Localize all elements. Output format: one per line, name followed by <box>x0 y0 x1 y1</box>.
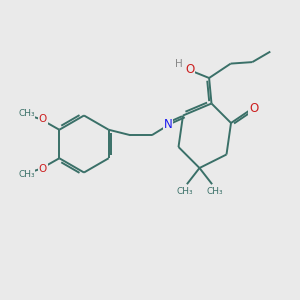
Text: O: O <box>39 114 47 124</box>
Text: H: H <box>175 59 182 69</box>
Text: CH₃: CH₃ <box>206 187 223 196</box>
Text: O: O <box>249 102 258 116</box>
Text: CH₃: CH₃ <box>18 109 34 118</box>
Text: N: N <box>164 118 173 131</box>
Text: O: O <box>39 164 47 174</box>
Text: O: O <box>185 63 194 76</box>
Text: CH₃: CH₃ <box>18 170 34 179</box>
Text: CH₃: CH₃ <box>176 187 193 196</box>
